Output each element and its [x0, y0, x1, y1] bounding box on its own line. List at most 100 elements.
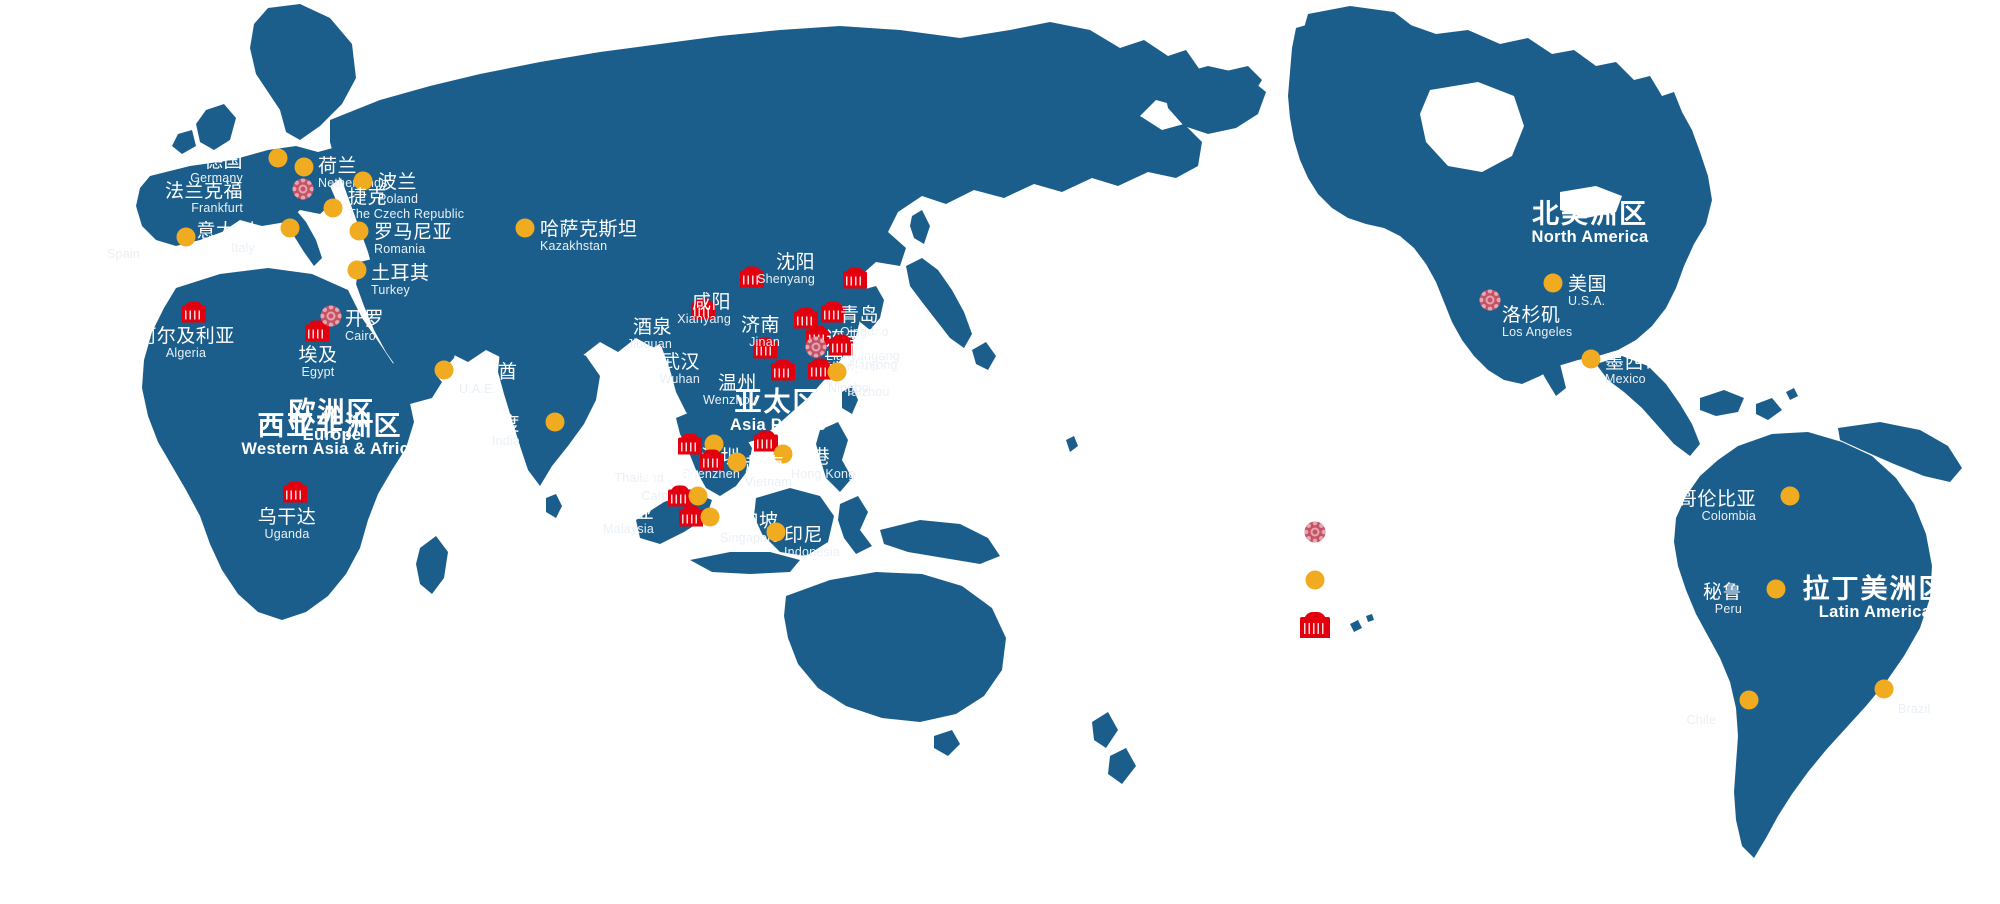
sri-lanka: [546, 494, 562, 518]
marker-cn-spain: 西班牙: [81, 227, 140, 248]
map-marker-ningbo[interactable]: [808, 358, 832, 380]
legend-rnd[interactable]: [1304, 521, 1326, 543]
map-marker-singapore[interactable]: [679, 505, 703, 527]
factory-icon: [753, 337, 777, 359]
map-marker-chile[interactable]: [1739, 690, 1759, 710]
map-marker-algeria[interactable]: [182, 301, 206, 323]
map-marker-uae[interactable]: [434, 360, 454, 380]
map-marker-uganda[interactable]: [283, 481, 307, 503]
marker-cn-thailand: 泰国: [624, 451, 664, 472]
region-en-north-america: North America: [1531, 228, 1649, 247]
region-label-europe: 欧洲区 Europe: [289, 397, 376, 445]
map-marker-peru[interactable]: [1766, 579, 1786, 599]
map-marker-losangeles[interactable]: [1479, 289, 1501, 311]
map-marker-thailand2[interactable]: [704, 434, 724, 454]
map-marker-egypt[interactable]: [305, 320, 329, 342]
marker-cn-turkey: 土耳其: [371, 263, 430, 284]
office-dot-icon: [1874, 679, 1894, 699]
map-marker-spain[interactable]: [176, 227, 196, 247]
marker-cn-uae: 阿联酋: [459, 362, 518, 383]
office-dot-icon: [1305, 570, 1325, 590]
map-marker-wuhan[interactable]: [753, 337, 777, 359]
map-marker-qingdao[interactable]: [821, 301, 845, 323]
marker-en-shenzhen: Shenzhen: [682, 466, 740, 481]
office-dot-icon: [268, 148, 288, 168]
map-marker-cambodia[interactable]: [700, 449, 724, 471]
marker-cn-cambodia: 柬埔寨: [641, 469, 700, 490]
marker-label-wuhan: 武汉 Wuhan: [660, 353, 700, 386]
map-marker-wenzhou[interactable]: [771, 359, 795, 381]
map-marker-malaysia[interactable]: [668, 485, 692, 507]
marker-label-poland: 波兰 Poland: [378, 173, 418, 206]
map-marker-cairo[interactable]: [320, 305, 342, 327]
java: [690, 552, 800, 574]
factory-icon: [305, 320, 329, 342]
map-marker-xianyang[interactable]: [740, 266, 764, 288]
new-guinea: [880, 520, 1000, 564]
map-marker-czech[interactable]: [323, 198, 343, 218]
map-marker-netherlands[interactable]: [294, 157, 314, 177]
map-marker-kazakhstan[interactable]: [515, 218, 535, 238]
factory-icon: [700, 449, 724, 471]
marker-en-poland: Poland: [378, 191, 419, 206]
marker-cn-jiuquan: 酒泉: [632, 317, 672, 338]
great-lakes-cut: [1560, 186, 1622, 218]
marker-cn-vietnam: 越南: [745, 455, 785, 476]
map-marker-usa[interactable]: [1543, 273, 1563, 293]
map-marker-singapore2[interactable]: [700, 507, 720, 527]
office-dot-icon: [704, 434, 724, 454]
marker-label-vietnam: 越南 Vietnam: [745, 456, 792, 489]
office-dot-icon: [766, 522, 786, 542]
map-marker-brazil[interactable]: [1874, 679, 1894, 699]
map-marker-taizhou[interactable]: [827, 362, 847, 382]
marker-cn-colombia: 哥伦比亚: [1677, 489, 1756, 510]
legend-plant[interactable]: [1300, 612, 1330, 638]
map-marker-thailand[interactable]: [678, 433, 702, 455]
marker-cn-frankfurt: 法兰克福: [164, 181, 243, 202]
map-marker-mexico[interactable]: [1581, 349, 1601, 369]
map-marker-shenzhen[interactable]: [754, 430, 778, 452]
map-marker-hongkong[interactable]: [773, 444, 793, 464]
map-marker-shanghai[interactable]: [805, 336, 827, 358]
map-marker-indonesia[interactable]: [766, 522, 786, 542]
sumatra: [636, 492, 712, 544]
new-zealand: [1092, 712, 1136, 784]
region-label-north-america: 北美洲区 North America: [1531, 199, 1649, 247]
marker-cn-brazil: 巴西: [1898, 682, 1938, 703]
region-en-europe: Europe: [302, 426, 362, 445]
rnd-gear-icon: [1304, 521, 1326, 543]
map-marker-poland[interactable]: [353, 171, 373, 191]
map-marker-frankfurt[interactable]: [292, 178, 314, 200]
australia: [784, 572, 1006, 722]
marker-cn-nantong: 南通: [849, 338, 889, 359]
map-marker-romania[interactable]: [349, 221, 369, 241]
taiwan: [842, 386, 858, 414]
marker-cn-indonesia: 印尼: [784, 525, 824, 546]
marker-en-vietnam: Vietnam: [745, 474, 793, 489]
map-marker-germany[interactable]: [268, 148, 288, 168]
office-dot-icon: [323, 198, 343, 218]
map-marker-jiuquan[interactable]: [691, 298, 715, 320]
map-marker-vietnam[interactable]: [727, 452, 747, 472]
map-marker-india[interactable]: [545, 412, 565, 432]
marker-en-egypt: Egypt: [301, 364, 335, 379]
scandinavia: [250, 4, 356, 140]
office-dot-icon: [1780, 486, 1800, 506]
map-marker-turkey[interactable]: [347, 260, 367, 280]
marker-cn-usa: 美国: [1568, 274, 1608, 295]
madagascar: [416, 536, 448, 594]
marker-en-wuhan: Wuhan: [659, 371, 700, 386]
rnd-gear-icon: [292, 178, 314, 200]
map-marker-nantong[interactable]: [829, 334, 853, 356]
marker-cn-italy: 意大利: [196, 221, 255, 242]
region-label-western-asia: 西亚非洲区 Western Asia & Africa: [241, 411, 418, 459]
marker-label-mexico: 墨西哥 Mexico: [1605, 353, 1664, 386]
marker-cn-wenzhou: 温州: [717, 373, 757, 394]
map-marker-jinan[interactable]: [794, 307, 818, 329]
map-marker-colombia[interactable]: [1780, 486, 1800, 506]
map-marker-italy[interactable]: [280, 218, 300, 238]
map-marker-malaysia2[interactable]: [688, 486, 708, 506]
map-marker-shenyang[interactable]: [843, 267, 867, 289]
factory-icon: [668, 485, 692, 507]
legend-office[interactable]: [1305, 570, 1325, 590]
